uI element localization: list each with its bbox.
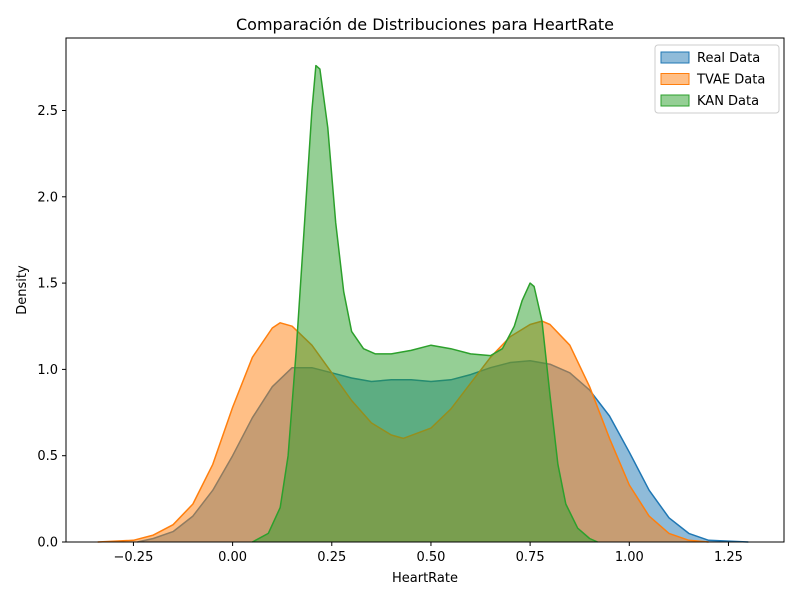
y-tick-label: 2.0 — [37, 190, 58, 205]
y-tick-label: 1.5 — [37, 277, 58, 292]
y-tick-label: 1.0 — [37, 363, 58, 378]
legend-swatch — [660, 51, 690, 64]
legend-label: TVAE Data — [696, 73, 765, 88]
y-tick-label: 0.0 — [37, 536, 58, 551]
legend-label: KAN Data — [697, 94, 759, 109]
y-tick-label: 0.5 — [37, 449, 58, 464]
x-tick-label: 1.25 — [714, 550, 743, 565]
chart-title: Comparación de Distribuciones para Heart… — [236, 15, 614, 34]
series-kan-data-line — [252, 64, 598, 543]
x-tick-label: 1.00 — [615, 550, 644, 565]
y-tick-label: 2.5 — [37, 104, 58, 119]
series-kan-data — [252, 64, 598, 543]
legend-swatch — [660, 73, 690, 85]
x-axis-label: HeartRate — [392, 571, 458, 586]
y-axis-label: Density — [15, 265, 30, 315]
x-tick-label: −0.25 — [114, 550, 154, 565]
series-layer — [97, 64, 749, 543]
x-tick-label: 0.50 — [416, 550, 445, 565]
legend-item: KAN Data — [660, 94, 759, 109]
legend-item: Real Data — [660, 51, 760, 66]
legend-swatch — [660, 94, 690, 107]
series-kan-data-area — [252, 65, 598, 542]
legend: Real Data TVAE Data KAN Data — [654, 44, 780, 114]
x-axis: −0.25 0.00 0.25 0.50 0.75 1.00 1.25 — [114, 542, 743, 565]
legend-label: Real Data — [697, 51, 760, 66]
legend-item: TVAE Data — [660, 73, 765, 88]
y-axis: 0.0 0.5 1.0 1.5 2.0 2.5 — [37, 104, 66, 551]
x-tick-label: 0.75 — [516, 550, 545, 565]
x-tick-label: 0.00 — [218, 550, 247, 565]
x-tick-label: 0.25 — [317, 550, 346, 565]
plot-frame — [65, 37, 785, 543]
